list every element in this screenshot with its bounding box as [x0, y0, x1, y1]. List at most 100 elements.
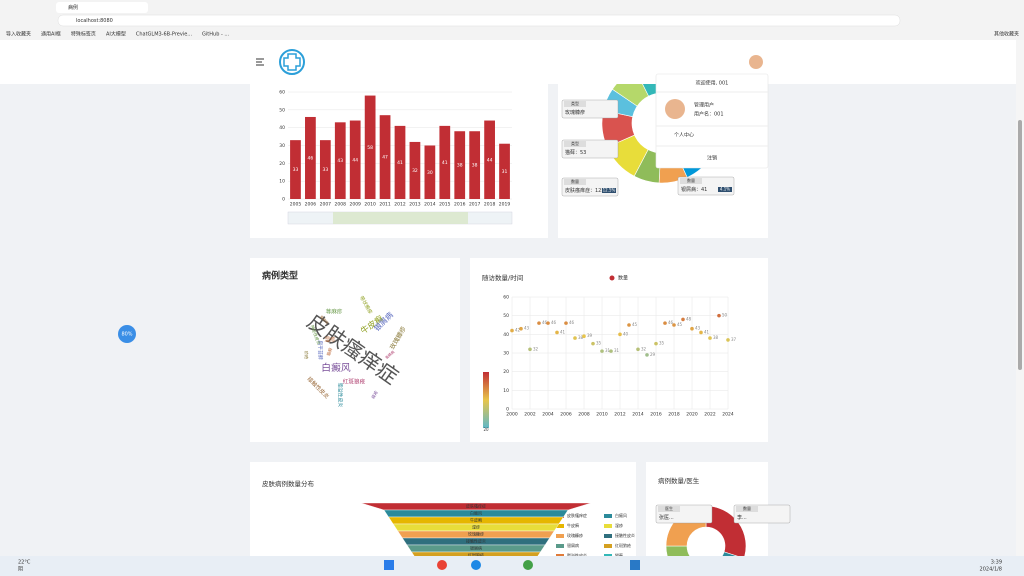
bookmark[interactable]: AI大模型 — [106, 31, 126, 38]
y-tick-label: 30 — [279, 143, 285, 149]
y-tick-label: 10 — [279, 179, 285, 185]
bar-label: 58 — [367, 145, 373, 151]
visual-map[interactable] — [483, 372, 489, 428]
bar-label: 31 — [502, 169, 508, 175]
tooltip-header — [564, 179, 586, 185]
menu-logout[interactable]: 注销 — [707, 155, 717, 162]
address-bar[interactable] — [57, 14, 901, 27]
bar-label: 33 — [293, 167, 299, 173]
point — [726, 338, 730, 342]
point-label: 42 — [515, 328, 521, 333]
legend-label: 红斑狼疮 — [615, 542, 631, 548]
point — [582, 334, 586, 339]
bookmark[interactable]: 特殊标签页 — [71, 31, 96, 38]
bookmark[interactable]: 通用AI框 — [41, 31, 61, 38]
point — [510, 328, 514, 333]
legend-label: 牛皮癣 — [567, 522, 579, 528]
legend-swatch — [604, 524, 612, 528]
avatar[interactable] — [749, 55, 763, 69]
data-zoom-window[interactable] — [333, 212, 468, 224]
card — [250, 258, 460, 442]
start[interactable] — [384, 560, 394, 570]
bar — [334, 122, 346, 199]
x-tick-label: 2012 — [394, 202, 406, 208]
legend-marker — [609, 275, 615, 281]
tooltip-title: 数量 — [571, 178, 579, 184]
x-tick-label: 2000 — [506, 412, 518, 418]
x-tick-label: 2009 — [349, 202, 361, 208]
point-label: 45 — [677, 322, 683, 327]
legend-label: 数量 — [618, 275, 628, 282]
bar — [319, 140, 331, 199]
point-label: 46 — [551, 320, 557, 325]
x-tick-label: 2018 — [668, 412, 680, 418]
chart-title: 病例数量/医生 — [658, 476, 700, 485]
y-tick-label: 40 — [503, 332, 509, 338]
tab[interactable] — [56, 2, 148, 13]
bar — [409, 141, 421, 199]
point-label: 39 — [587, 333, 593, 338]
point-label: 35 — [659, 341, 665, 346]
y-tick-label: 0 — [282, 197, 285, 203]
other-bookmarks[interactable]: 其他收藏夹 — [994, 31, 1019, 38]
app-icon[interactable] — [471, 560, 481, 570]
bookmark[interactable]: ChatGLM3-6B-Previe... — [136, 32, 193, 38]
app-icon[interactable] — [523, 560, 533, 570]
float-badge: 80% — [121, 332, 132, 338]
app-icon[interactable] — [630, 560, 640, 570]
x-tick-label: 2024 — [722, 412, 734, 418]
logo-cross — [283, 53, 301, 71]
y-tick-label: 0 — [506, 407, 509, 413]
weather-temp: 22°C — [18, 560, 31, 566]
logo — [279, 49, 305, 75]
clock-date: 2024/1/8 — [980, 567, 1002, 573]
x-tick-label: 2017 — [469, 202, 481, 208]
point — [681, 317, 685, 322]
menu-icon[interactable] — [256, 58, 264, 66]
legend-swatch — [556, 524, 564, 528]
card — [470, 258, 768, 442]
app-icon[interactable] — [437, 560, 447, 570]
float-button[interactable] — [118, 325, 136, 343]
x-tick-label: 2010 — [364, 202, 376, 208]
pie-slice — [721, 551, 738, 556]
y-tick-label: 50 — [503, 313, 509, 319]
legend-label: 玫瑰糠疹 — [567, 532, 583, 538]
point-label: 32 — [533, 346, 539, 351]
tab-title: 病例 — [68, 4, 78, 11]
point-label: 50 — [722, 313, 728, 318]
bookmark[interactable]: 导入收藏夹 — [6, 31, 31, 38]
x-tick-label: 2020 — [686, 412, 698, 418]
point — [627, 323, 631, 327]
tooltip-title: 数量 — [743, 505, 751, 511]
bar-label: 41 — [442, 160, 448, 166]
bar-label: 32 — [412, 168, 418, 174]
bar — [379, 115, 391, 199]
x-tick-label: 2008 — [335, 202, 347, 208]
point-label: 46 — [569, 320, 575, 325]
pie-slice — [705, 505, 747, 556]
point — [699, 330, 703, 335]
point-label: 48 — [686, 316, 692, 321]
scroll-thumb[interactable] — [1018, 120, 1022, 370]
x-tick-label: 2015 — [439, 202, 451, 208]
menu-profile[interactable]: 个人中心 — [674, 132, 694, 139]
legend-label: 脂溢性皮炎 — [567, 552, 587, 558]
word: 脂溢性皮炎 — [337, 383, 344, 408]
point — [555, 330, 559, 335]
point-label: 31 — [605, 348, 611, 353]
chart-scatter: 随访数量/时间 0 10 20 30 40 50 60 2000 2002 2004 2006 2008… — [482, 273, 737, 432]
legend-label: 湿疹 — [615, 522, 623, 528]
tooltip-header — [564, 141, 586, 147]
point-label: 38 — [578, 335, 584, 340]
bar — [364, 95, 376, 199]
point-label: 40 — [623, 331, 629, 336]
x-tick-label: 2018 — [484, 202, 496, 208]
weather: 阴 — [18, 566, 23, 573]
tooltip-badge — [718, 187, 732, 192]
point-label: 43 — [695, 326, 701, 331]
funnel-label: 湿疹 — [472, 524, 480, 530]
bookmark[interactable]: GitHub - ... — [202, 32, 229, 38]
tooltip-text: 银屑病：41 — [681, 186, 707, 193]
